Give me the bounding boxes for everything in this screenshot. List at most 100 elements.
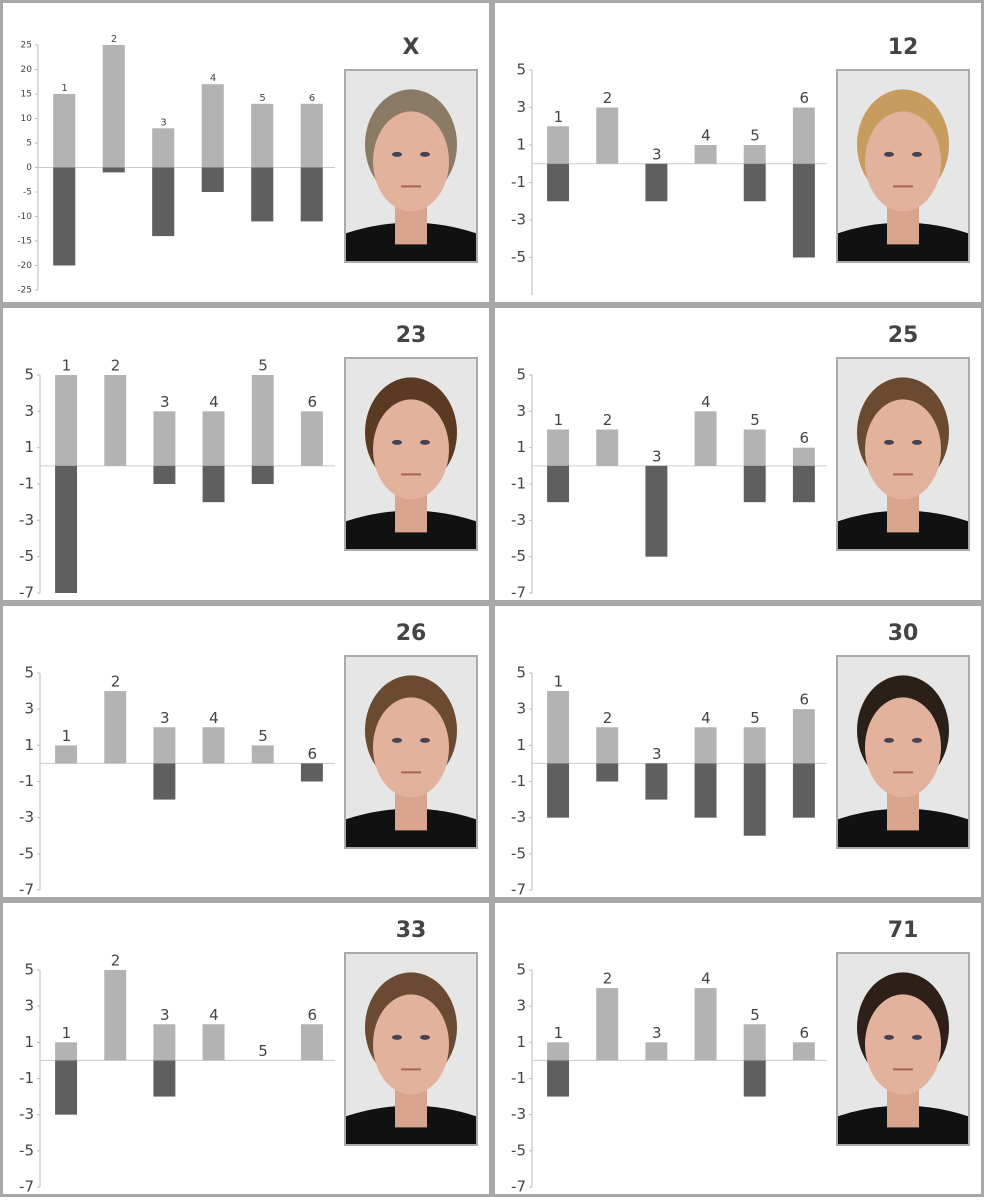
category-label: 6 — [799, 429, 809, 447]
bar — [153, 763, 176, 800]
y-tick-label: -3 — [19, 1105, 34, 1123]
photo-eye — [420, 737, 430, 743]
y-tick-label: -7 — [19, 881, 34, 899]
chart-title: 71 — [888, 918, 919, 943]
category-label: 3 — [652, 145, 662, 163]
y-tick-label: 5 — [24, 366, 34, 384]
category-label: 3 — [652, 745, 662, 763]
bar — [202, 411, 225, 466]
category-label: 4 — [701, 393, 711, 411]
bar — [792, 709, 815, 764]
photo-eye — [392, 439, 402, 445]
photo-eye — [912, 439, 922, 445]
y-tick-label: -3 — [19, 511, 34, 529]
bar — [694, 988, 717, 1061]
photo-face — [865, 994, 941, 1095]
category-label: 5 — [259, 93, 265, 104]
y-tick-label: -3 — [511, 511, 526, 529]
bar — [694, 763, 717, 818]
y-tick-label: -10 — [17, 212, 32, 222]
category-label: 4 — [701, 970, 711, 988]
bar — [300, 411, 323, 466]
chart-title: 26 — [396, 621, 427, 646]
bar — [645, 1042, 668, 1061]
y-tick-label: 1 — [24, 438, 34, 456]
chart-title: 12 — [888, 35, 919, 60]
y-tick-label: -5 — [511, 248, 526, 266]
bar — [251, 103, 274, 168]
bar — [743, 429, 766, 466]
y-tick-label: 5 — [516, 61, 526, 79]
y-tick-label: 1 — [516, 1033, 526, 1051]
bar — [104, 970, 127, 1061]
y-tick-label: 0 — [26, 163, 32, 173]
bar — [694, 411, 717, 466]
bar — [102, 167, 125, 173]
y-tick-label: -5 — [19, 1141, 34, 1159]
chart-title: 30 — [888, 621, 919, 646]
bar — [55, 465, 78, 593]
panel-border — [492, 900, 984, 1197]
y-tick-label: 25 — [21, 41, 32, 51]
bar — [202, 1024, 225, 1061]
category-label: 5 — [258, 1042, 268, 1060]
bar — [596, 727, 619, 764]
photo-eye — [420, 439, 430, 445]
bar — [201, 84, 224, 168]
y-tick-label: -3 — [511, 211, 526, 229]
bar — [251, 465, 274, 484]
photo-eye — [420, 1034, 430, 1040]
panel-border — [492, 305, 984, 603]
bar — [547, 1060, 570, 1097]
bar — [645, 465, 668, 557]
y-tick-label: 3 — [516, 997, 526, 1015]
photo-eye — [912, 737, 922, 743]
bar — [251, 167, 274, 222]
bar — [300, 763, 323, 782]
bar — [596, 763, 619, 782]
photo-face — [373, 994, 449, 1095]
y-tick-label: -5 — [23, 188, 32, 198]
y-tick-label: -3 — [511, 1105, 526, 1123]
bar — [547, 763, 570, 818]
photo-eye — [884, 1034, 894, 1040]
panel-border — [492, 0, 984, 305]
photo-face — [373, 111, 449, 212]
category-label: 1 — [554, 108, 564, 126]
category-label: 6 — [307, 1006, 317, 1024]
bar — [53, 167, 76, 266]
y-tick-label: 3 — [24, 700, 34, 718]
y-tick-label: -1 — [19, 1069, 34, 1087]
y-tick-label: -7 — [19, 584, 34, 602]
category-label: 3 — [160, 393, 170, 411]
bar — [152, 128, 175, 168]
bar — [55, 745, 78, 764]
y-tick-label: 15 — [21, 90, 32, 100]
bar — [743, 763, 766, 836]
bar — [547, 465, 570, 503]
bar — [792, 1042, 815, 1061]
category-label: 2 — [111, 357, 121, 375]
photo-eye — [392, 737, 402, 743]
bar — [102, 45, 125, 168]
y-tick-label: 1 — [516, 136, 526, 154]
y-tick-label: -5 — [19, 844, 34, 862]
y-tick-label: 3 — [516, 98, 526, 116]
category-label: 2 — [111, 34, 117, 45]
y-tick-label: -7 — [511, 881, 526, 899]
category-label: 6 — [799, 691, 809, 709]
bar — [694, 145, 717, 164]
category-label: 2 — [603, 411, 613, 429]
y-tick-label: 1 — [24, 1033, 34, 1051]
category-label: 5 — [750, 709, 760, 727]
category-label: 3 — [652, 1024, 662, 1042]
y-tick-label: 5 — [516, 366, 526, 384]
category-label: 4 — [210, 73, 216, 84]
bar — [547, 429, 570, 466]
bar — [743, 145, 766, 164]
photo-face — [373, 697, 449, 798]
bar — [104, 375, 127, 466]
bar — [55, 1060, 78, 1115]
bar — [53, 94, 76, 168]
photo-eye — [884, 737, 894, 743]
